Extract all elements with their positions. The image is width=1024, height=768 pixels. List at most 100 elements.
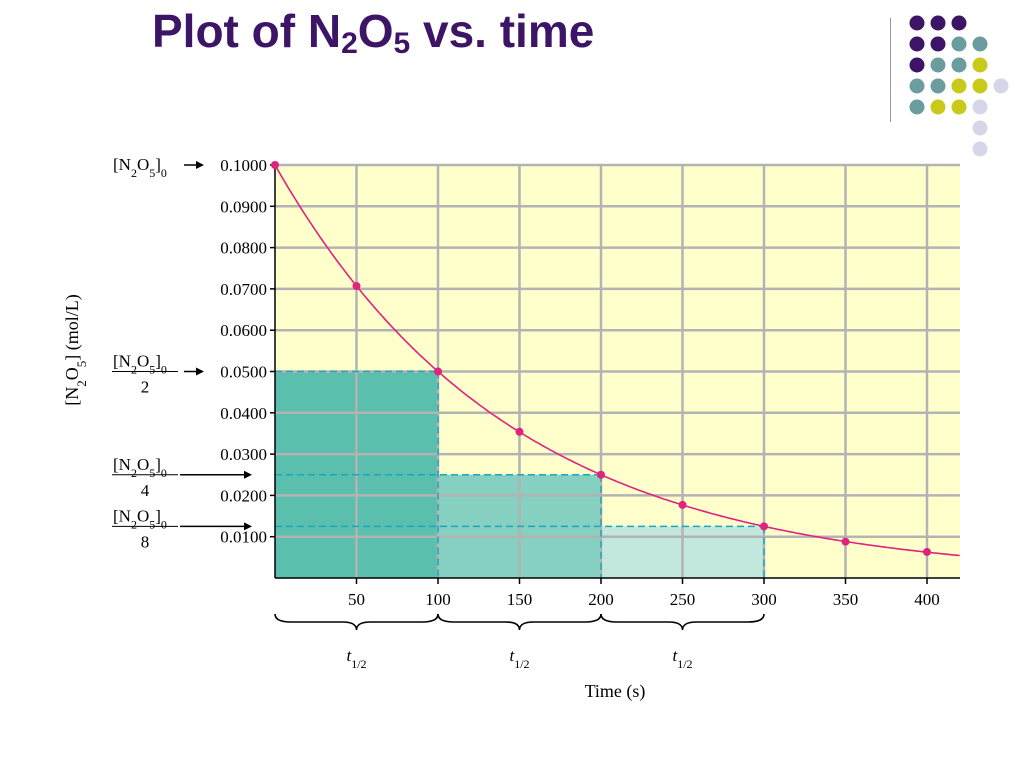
y-tick-label: 0.0900	[220, 197, 267, 216]
y-tick-label: 0.0100	[220, 528, 267, 547]
concentration-label-part: 5	[149, 517, 155, 531]
decorative-dot	[930, 78, 946, 94]
y-tick-label: 0.0800	[220, 239, 267, 258]
arrow-head	[244, 522, 252, 531]
concentration-label-part: ]	[155, 455, 161, 474]
decorative-dot	[951, 57, 967, 73]
concentration-label: [N2O5]0	[113, 155, 167, 180]
decorative-dot	[972, 99, 988, 115]
concentration-label-part: O	[137, 352, 149, 371]
title-subscript-2: 5	[393, 27, 411, 60]
x-tick-label: 150	[507, 590, 533, 609]
concentration-label-part: [N	[113, 155, 131, 174]
concentration-label-part: O	[137, 506, 149, 525]
concentration-label-part: [N	[113, 506, 131, 525]
concentration-label-part: 5	[149, 363, 155, 377]
concentration-label-part: ]	[155, 352, 161, 371]
decorative-dot	[951, 78, 967, 94]
page-title: Plot of N2O5 vs. time	[152, 4, 594, 62]
concentration-label-part: 2	[131, 363, 137, 377]
decorative-dot	[951, 15, 967, 31]
half-life-label-part: t	[672, 646, 678, 665]
half-life-label-part: 1/2	[514, 657, 529, 671]
decorative-dot	[930, 99, 946, 115]
title-subscript-1: 2	[341, 27, 358, 60]
concentration-denominator: 2	[141, 378, 150, 397]
concentration-label: [N2O5]0	[113, 506, 167, 531]
concentration-label-part: 2	[131, 517, 137, 531]
concentration-label-part: 0	[161, 466, 167, 480]
y-axis-title-part: 5	[74, 361, 89, 368]
data-point	[515, 427, 524, 436]
concentration-denominator: 4	[141, 481, 150, 500]
x-tick-label: 100	[425, 590, 451, 609]
half-life-label-part: t	[346, 646, 352, 665]
decorative-dot	[909, 15, 925, 31]
half-life-label: t1/2	[346, 646, 366, 671]
half-life-brace	[600, 613, 765, 631]
x-tick-label: 400	[914, 590, 940, 609]
concentration-label-part: ]	[155, 506, 161, 525]
half-life-label-part: 1/2	[677, 657, 692, 671]
concentration-label-part: 0	[161, 517, 167, 531]
decorative-dot	[909, 36, 925, 52]
concentration-denominator: 8	[141, 532, 150, 551]
y-tick-label: 0.0700	[220, 280, 267, 299]
decorative-dot	[951, 99, 967, 115]
concentration-label-part: O	[137, 155, 149, 174]
concentration-label-part: [N	[113, 352, 131, 371]
title-text-2: O	[357, 5, 394, 57]
decorative-dot	[909, 57, 925, 73]
concentration-label-part: 0	[161, 363, 167, 377]
data-point	[678, 500, 687, 509]
y-tick-label: 0.0400	[220, 404, 267, 423]
concentration-label-part: 0	[161, 166, 167, 180]
y-tick-label: 0.0600	[220, 321, 267, 340]
x-axis-title: Time (s)	[585, 681, 646, 702]
concentration-label-part: 2	[131, 466, 137, 480]
concentration-label: [N2O5]0	[113, 455, 167, 480]
concentration-label: [N2O5]0	[113, 352, 167, 377]
y-tick-label: 0.0500	[220, 363, 267, 382]
decorative-dot	[972, 36, 988, 52]
arrow-head	[244, 470, 252, 479]
data-point	[841, 537, 850, 546]
half-life-brace	[274, 613, 439, 631]
decorative-dot	[930, 57, 946, 73]
decorative-dot	[909, 99, 925, 115]
y-axis-title: [N2O5] (mol/L)	[62, 294, 89, 405]
concentration-label-part: ]	[155, 155, 161, 174]
half-life-label: t1/2	[672, 646, 692, 671]
decorative-dot	[972, 57, 988, 73]
y-tick-label: 0.1000	[220, 156, 267, 175]
decorative-dot	[909, 78, 925, 94]
data-point	[352, 282, 361, 291]
y-axis-title-part: O	[62, 367, 82, 380]
concentration-label-part: O	[137, 455, 149, 474]
data-point	[434, 367, 442, 376]
decorative-dot	[972, 120, 988, 136]
y-tick-label: 0.0200	[220, 486, 267, 505]
half-life-label-part: 1/2	[351, 657, 366, 671]
decorative-dot	[930, 15, 946, 31]
concentration-label-part: 2	[131, 166, 137, 180]
decorative-dot-grid	[909, 15, 1009, 157]
data-point	[597, 470, 605, 479]
data-point	[760, 522, 768, 531]
y-tick-label: 0.0300	[220, 445, 267, 464]
x-tick-label: 250	[670, 590, 696, 609]
x-tick-label: 200	[588, 590, 614, 609]
concentration-label-part: 5	[149, 166, 155, 180]
data-point	[923, 547, 931, 556]
arrow-head	[196, 161, 204, 169]
y-axis-title-part: 2	[74, 380, 89, 387]
concentration-label-part: 5	[149, 466, 155, 480]
y-axis-title-part: ] (mol/L)	[62, 294, 83, 360]
title-text-3: vs. time	[410, 5, 595, 57]
concentration-label-part: [N	[113, 455, 131, 474]
decorative-dot	[930, 36, 946, 52]
x-tick-label: 350	[833, 590, 859, 609]
decorative-dot	[972, 141, 988, 157]
decorative-divider	[890, 18, 891, 122]
